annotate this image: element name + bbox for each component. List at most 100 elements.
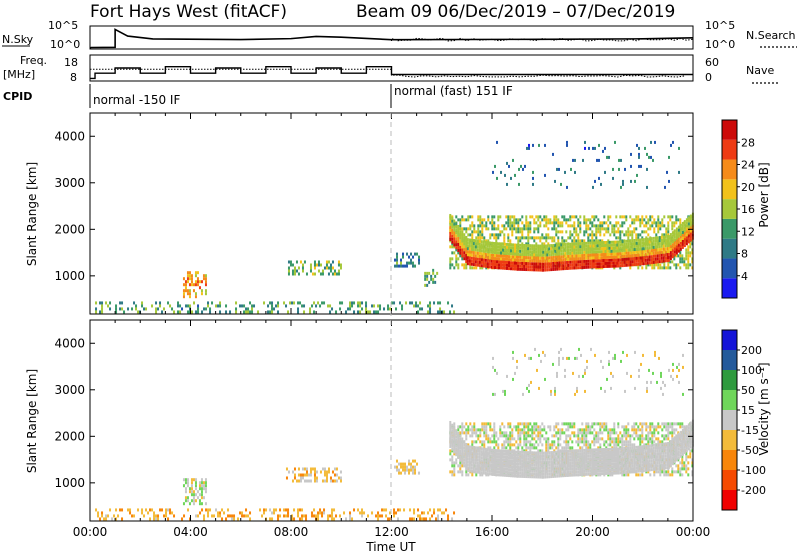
heatmap-cell: [182, 289, 185, 293]
heatmap-cell: [335, 473, 338, 477]
heatmap-cell: [679, 257, 682, 261]
heatmap-cell: [429, 304, 432, 308]
heatmap-cell: [679, 266, 682, 270]
heatmap-cell: [504, 464, 506, 468]
heatmap-cell: [327, 517, 330, 521]
heatmap-cell: [641, 256, 644, 260]
heatmap-cell: [574, 170, 576, 174]
heatmap-cell: [476, 263, 479, 267]
heatmap-cell: [537, 437, 540, 441]
heatmap-cell: [483, 218, 486, 222]
heatmap-cell: [412, 264, 415, 268]
heatmap-cell: [115, 310, 118, 314]
heatmap-cell: [583, 244, 586, 248]
heatmap-cell: [685, 242, 688, 246]
heatmap-cell: [615, 230, 618, 234]
heatmap-cell: [669, 215, 672, 219]
heatmap-cell: [557, 422, 560, 426]
heatmap-cell: [471, 431, 474, 435]
heatmap-cell: [161, 508, 164, 512]
heatmap-cell: [621, 258, 624, 262]
heatmap-cell: [425, 517, 428, 521]
heatmap-cell: [457, 434, 460, 438]
heatmap-cell: [610, 258, 613, 262]
heatmap-cell: [393, 511, 396, 515]
heatmap-cell: [443, 511, 446, 515]
heatmap-cell: [579, 266, 582, 270]
heatmap-cell: [521, 431, 524, 435]
heatmap-cell: [646, 167, 648, 171]
heatmap-cell: [579, 224, 582, 228]
heatmap-cell: [188, 490, 191, 494]
heatmap-cell: [482, 249, 485, 253]
heatmap-cell: [583, 215, 586, 219]
heatmap-cell: [531, 247, 534, 251]
heatmap-cell: [137, 508, 140, 512]
heatmap-cell: [609, 437, 612, 441]
heatmap-cell: [535, 434, 538, 438]
heatmap-cell: [671, 422, 674, 426]
heatmap-cell: [653, 434, 656, 438]
heatmap-cell: [670, 374, 672, 378]
heatmap-cell: [473, 440, 476, 444]
heatmap-cell: [113, 514, 116, 518]
heatmap-cell: [552, 152, 554, 156]
heatmap-cell: [675, 248, 678, 252]
heatmap-cell: [463, 443, 466, 447]
heatmap-cell: [525, 236, 528, 240]
heatmap-cell: [547, 425, 550, 429]
heatmap-cell: [494, 164, 496, 168]
heatmap-cell: [453, 426, 456, 430]
heatmap-cell: [512, 264, 514, 268]
heatmap-cell: [608, 252, 611, 256]
heatmap-cell: [497, 443, 500, 447]
heatmap-cell: [552, 243, 555, 247]
heatmap-cell: [611, 428, 614, 432]
heatmap-cell: [567, 443, 570, 447]
heatmap-cell: [349, 511, 352, 515]
heatmap-cell: [652, 254, 655, 258]
heatmap-cell: [333, 473, 336, 477]
heatmap-cell: [471, 215, 474, 219]
heatmap-cell: [595, 233, 598, 237]
heatmap-cell: [554, 255, 557, 259]
heatmap-cell: [565, 428, 568, 432]
heatmap-cell: [471, 230, 474, 234]
heatmap-cell: [188, 295, 191, 299]
heatmap-cell: [627, 422, 630, 426]
heatmap-cell: [147, 511, 150, 515]
noise-right-tick-top: 10^5: [705, 19, 735, 32]
heatmap-cell: [554, 258, 557, 262]
heatmap-cell: [672, 140, 674, 144]
heatmap-cell: [571, 233, 574, 237]
heatmap-cell: [383, 307, 386, 311]
heatmap-cell: [533, 259, 536, 263]
heatmap-cell: [395, 511, 398, 515]
heatmap-cell: [571, 242, 574, 246]
heatmap-cell: [585, 434, 588, 438]
heatmap-cell: [605, 422, 608, 426]
heatmap-cell: [607, 224, 610, 228]
heatmap-cell: [479, 221, 482, 225]
heatmap-cell: [621, 255, 624, 259]
heatmap-cell: [508, 249, 510, 253]
heatmap-cell: [459, 254, 462, 258]
heatmap-cell: [521, 215, 524, 219]
heatmap-cell: [357, 310, 360, 314]
heatmap-cell: [510, 459, 512, 463]
heatmap-cell: [204, 283, 207, 287]
heatmap-cell: [662, 392, 664, 396]
heatmap-cell: [681, 467, 684, 471]
heatmap-cell: [335, 272, 338, 276]
heatmap-cell: [535, 425, 538, 429]
heatmap-cell: [498, 251, 500, 255]
heatmap-cell: [650, 252, 653, 256]
heatmap-cell: [641, 437, 644, 441]
heatmap-cell: [525, 268, 528, 272]
heatmap-cell: [529, 230, 532, 234]
heatmap-cell: [597, 239, 600, 243]
heatmap-cell: [524, 353, 526, 357]
heatmap-cell: [492, 460, 494, 464]
heatmap-cell: [639, 224, 642, 228]
heatmap-cell: [173, 514, 176, 518]
